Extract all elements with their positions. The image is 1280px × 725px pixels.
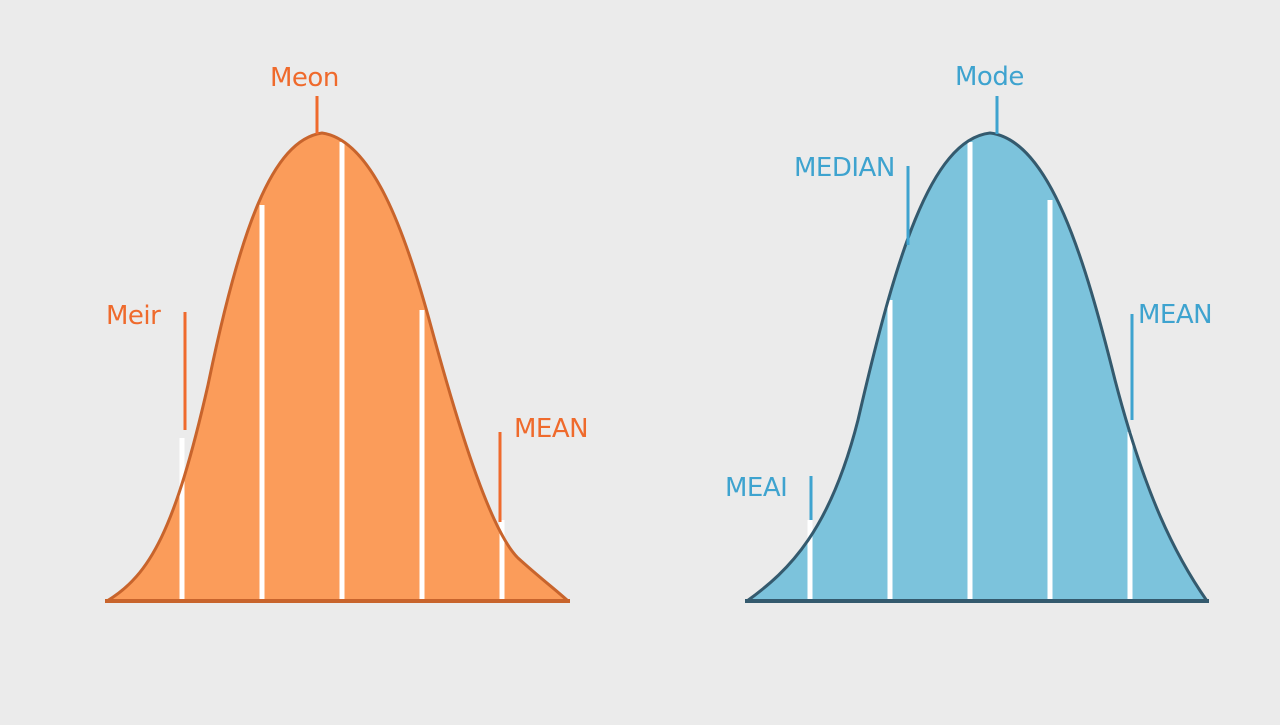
blue-label-right: MEAN: [1138, 300, 1212, 330]
orange-label-top: Meon: [270, 63, 339, 93]
orange-label-left: Meir: [106, 301, 161, 331]
blue-curve-fill: [747, 133, 1207, 601]
blue-label-top: Mode: [955, 62, 1024, 92]
blue-curve-outline: [746, 131, 1209, 603]
orange-label-right: MEAN: [514, 414, 588, 444]
blue-leader-lines: [809, 96, 1134, 520]
blue-distribution: Mode MEDIAN MEAN MEAI: [725, 62, 1213, 603]
orange-curve-outline: [106, 131, 570, 603]
blue-label-lower-left: MEAI: [725, 473, 787, 503]
orange-labels: Meon Meir MEAN: [106, 63, 589, 444]
blue-label-upper-left: MEDIAN: [794, 153, 895, 183]
blue-dividers: [807, 142, 1133, 600]
orange-leader-lines: [183, 96, 502, 522]
blue-labels: Mode MEDIAN MEAN MEAI: [725, 62, 1213, 503]
orange-curve-fill: [107, 133, 568, 601]
orange-distribution: Meon Meir MEAN: [105, 63, 589, 603]
